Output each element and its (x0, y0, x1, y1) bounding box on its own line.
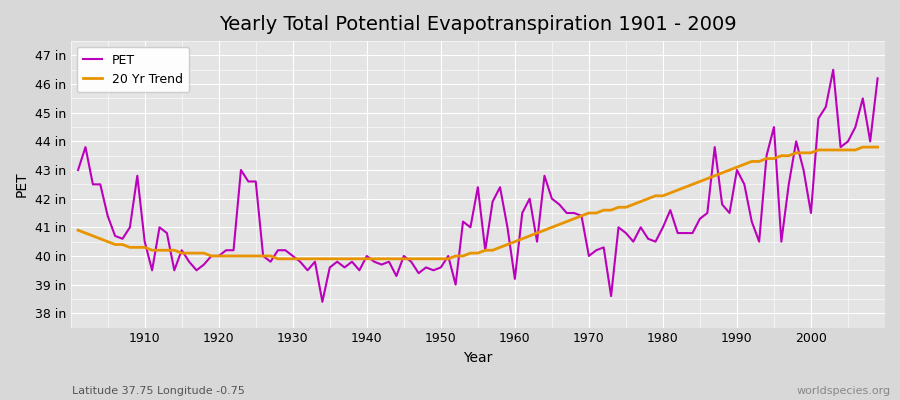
Line: PET: PET (78, 70, 878, 302)
20 Yr Trend (509, 239, 520, 244)
Text: worldspecies.org: worldspecies.org (796, 386, 891, 396)
PET (73, 168, 84, 172)
20 Yr Trend (302, 256, 313, 261)
20 Yr Trend (858, 145, 868, 150)
PET (346, 259, 357, 264)
PET (295, 259, 306, 264)
X-axis label: Year: Year (464, 351, 492, 365)
Title: Yearly Total Potential Evapotranspiration 1901 - 2009: Yearly Total Potential Evapotranspiratio… (219, 15, 736, 34)
PET (509, 276, 520, 281)
20 Yr Trend (346, 256, 357, 261)
20 Yr Trend (872, 145, 883, 150)
Legend: PET, 20 Yr Trend: PET, 20 Yr Trend (76, 47, 189, 92)
Text: Latitude 37.75 Longitude -0.75: Latitude 37.75 Longitude -0.75 (72, 386, 245, 396)
20 Yr Trend (73, 228, 84, 232)
20 Yr Trend (273, 256, 284, 261)
PET (517, 210, 527, 215)
Y-axis label: PET: PET (15, 172, 29, 197)
20 Yr Trend (132, 245, 143, 250)
PET (132, 173, 143, 178)
PET (872, 76, 883, 81)
Line: 20 Yr Trend: 20 Yr Trend (78, 147, 878, 259)
PET (317, 300, 328, 304)
20 Yr Trend (517, 236, 527, 241)
PET (606, 294, 616, 298)
20 Yr Trend (606, 208, 616, 212)
PET (828, 67, 839, 72)
